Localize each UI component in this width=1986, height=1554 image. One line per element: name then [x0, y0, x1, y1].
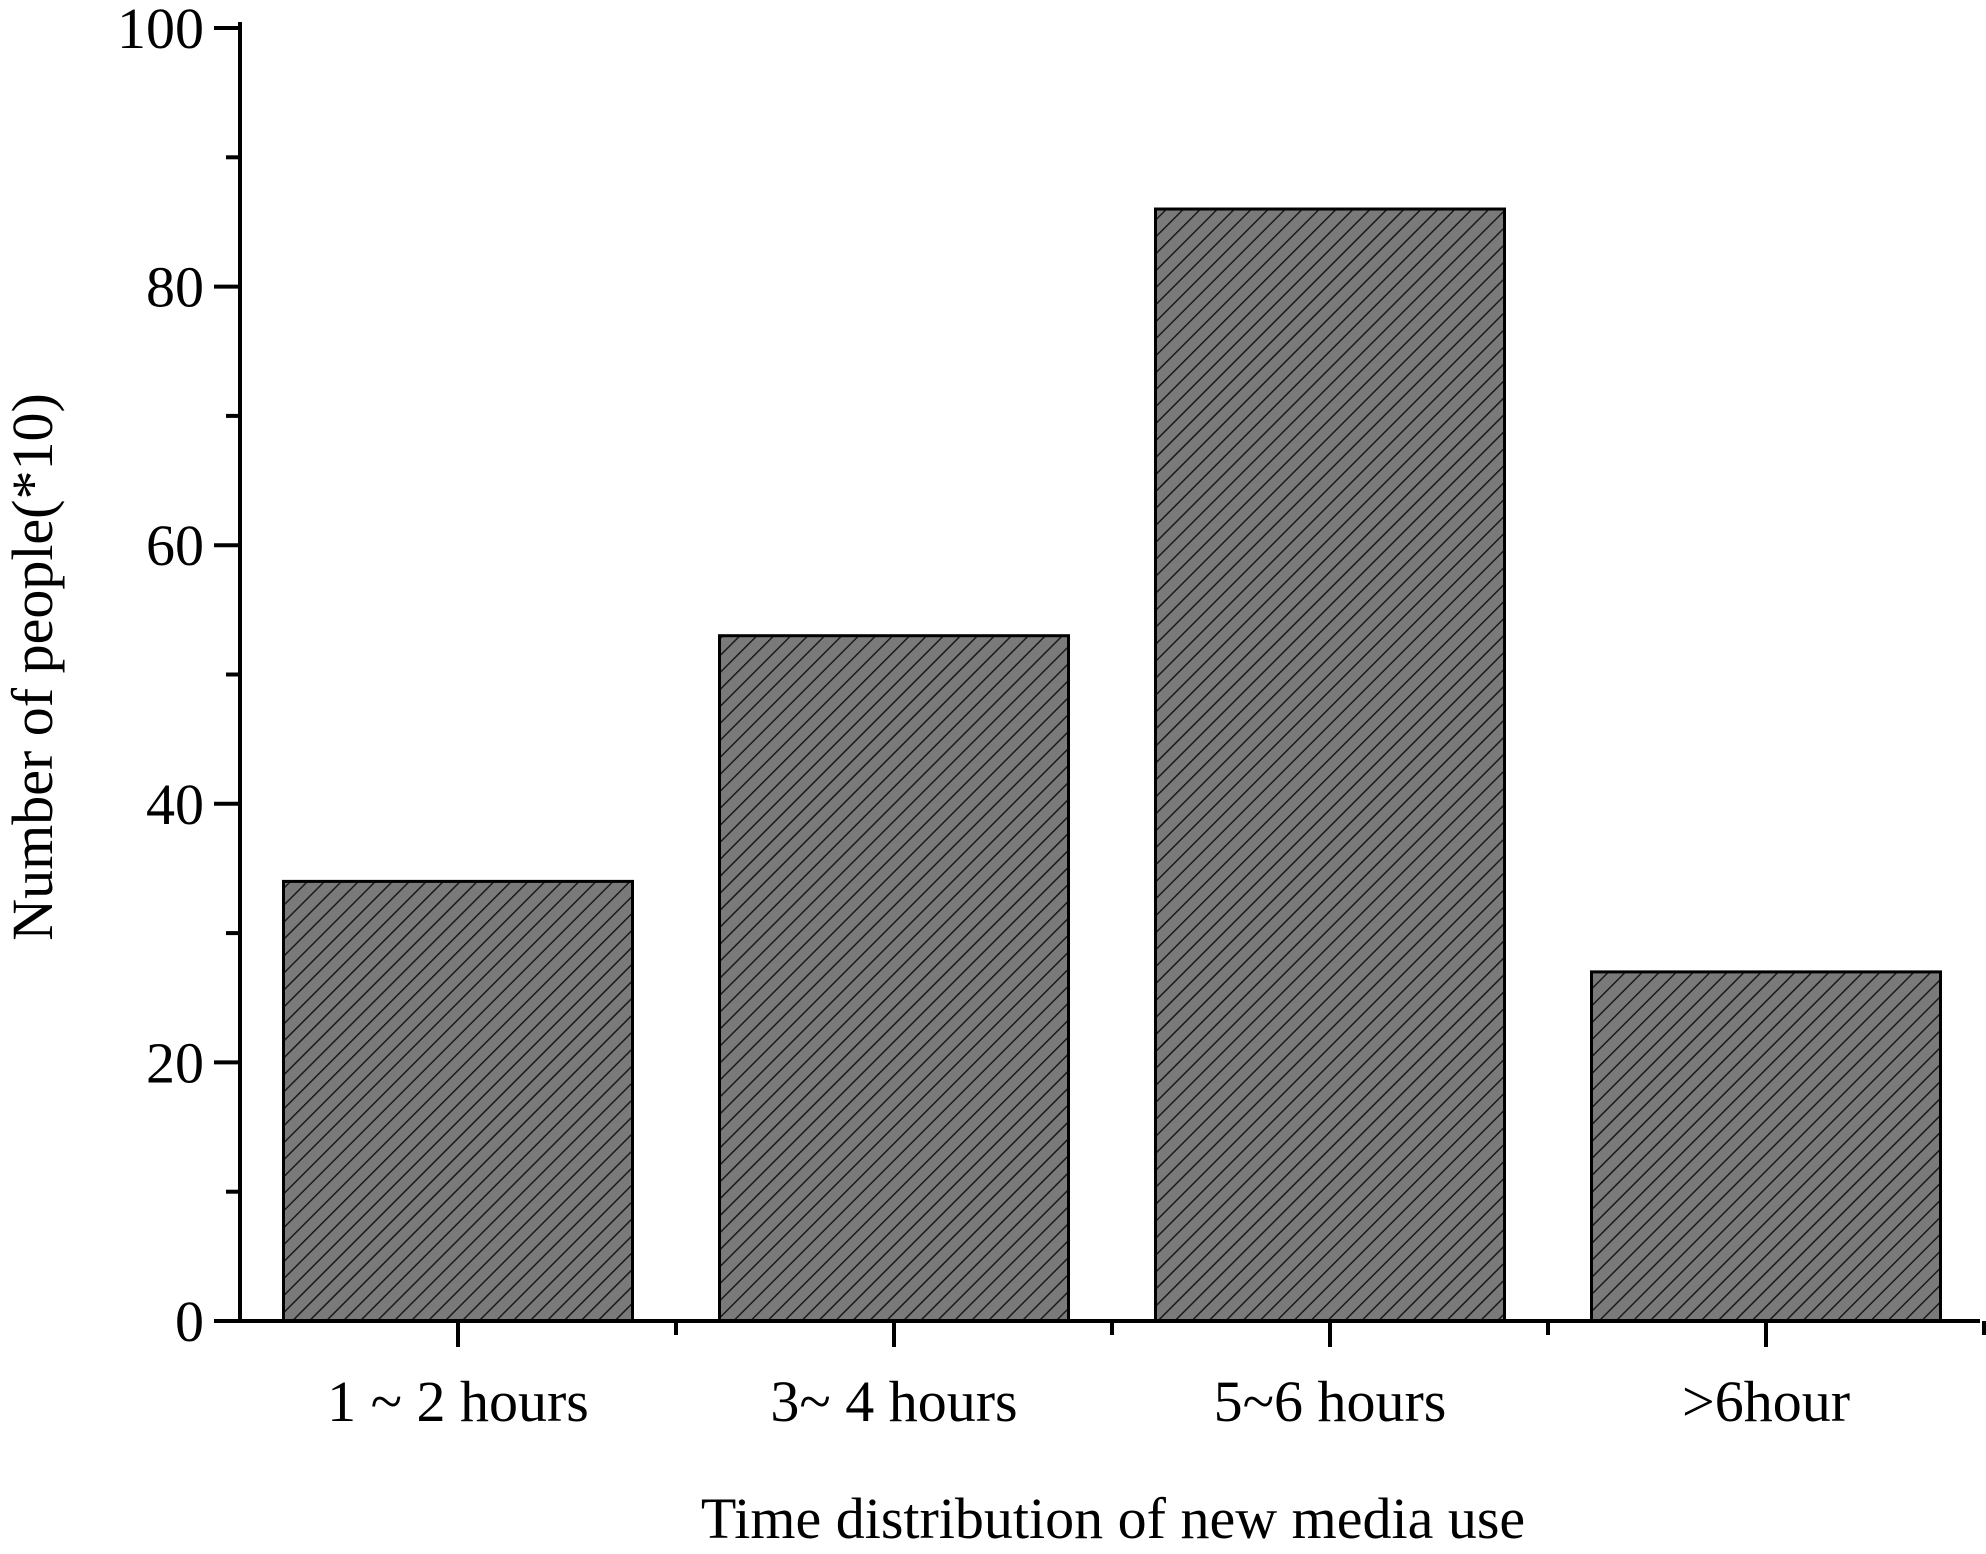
y-tick-label: 80: [146, 255, 204, 320]
bar-1: [282, 879, 634, 1323]
axes-layer: [214, 22, 1986, 1347]
x-tick-label: 1 ~ 2 hours: [327, 1369, 589, 1434]
x-axis-title: Time distribution of new media use: [701, 1486, 1525, 1549]
bar-3: [1154, 207, 1506, 1323]
y-tick-label: 100: [117, 0, 204, 61]
bar-2: [718, 634, 1070, 1323]
y-tick-label: 60: [146, 513, 204, 578]
bars-layer: [282, 207, 1942, 1323]
x-tick-label: >6hour: [1682, 1369, 1850, 1434]
y-tick-label: 20: [146, 1030, 204, 1095]
x-tick-label: 5~6 hours: [1214, 1369, 1447, 1434]
bar-4: [1590, 970, 1942, 1323]
y-axis-title: Number of people(*10): [0, 393, 65, 941]
y-tick-label: 0: [175, 1289, 204, 1354]
x-tick-label: 3~ 4 hours: [770, 1369, 1017, 1434]
y-tick-label: 40: [146, 772, 204, 837]
labels-layer: 0 20 40 60 80 100 1 ~ 2 hours 3~ 4 hours 5~6 hou…: [117, 0, 1850, 1434]
